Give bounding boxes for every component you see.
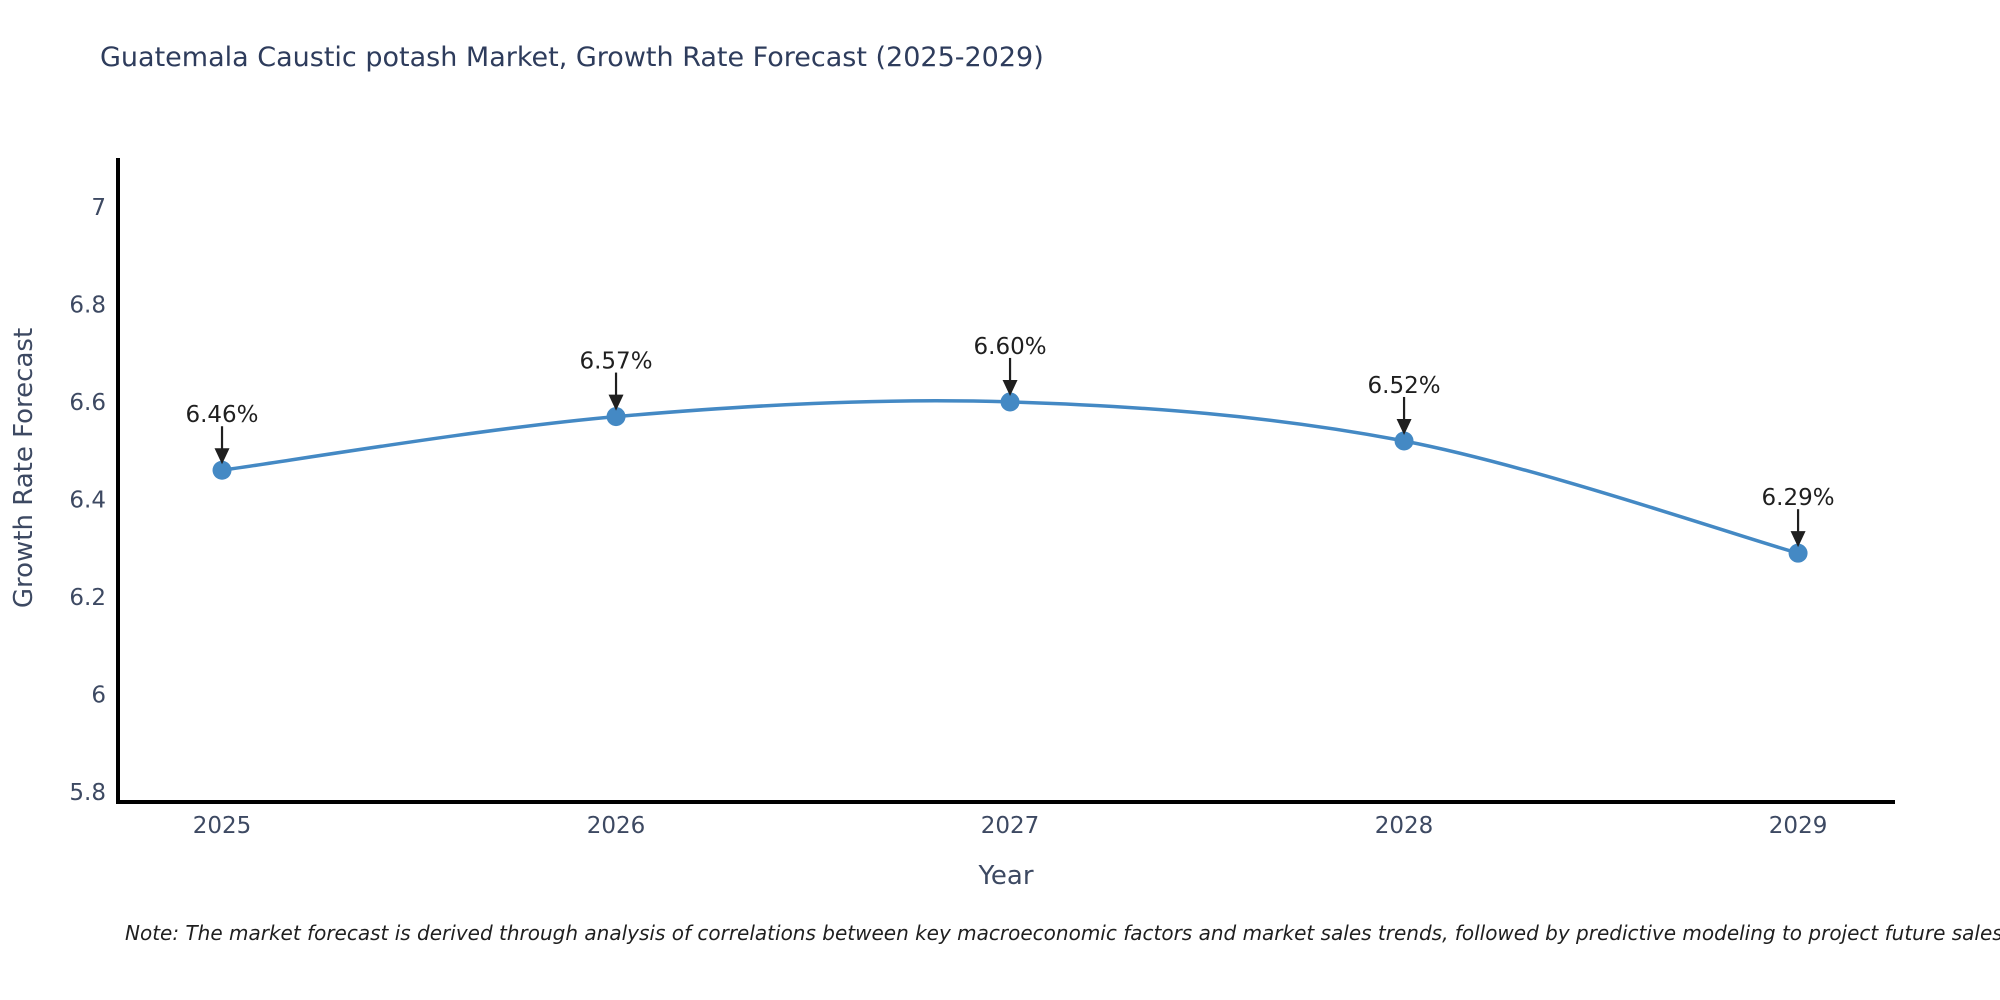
annotation-label: 6.29% <box>1762 485 1835 511</box>
x-tick-label: 2025 <box>193 813 252 839</box>
y-axis-label: Growth Rate Forecast <box>9 328 39 608</box>
chart-note: Note: The market forecast is derived thr… <box>125 921 2000 945</box>
annotation-arrowhead <box>1002 379 1018 396</box>
y-tick-labels: 5.8 6 6.2 6.4 6.6 6.8 7 <box>69 195 106 806</box>
annotation-label: 6.60% <box>974 334 1047 360</box>
y-tick-label: 6.2 <box>69 585 106 611</box>
y-tick-label: 6.8 <box>69 292 106 318</box>
annotation-arrowhead <box>608 394 624 411</box>
x-tick-label: 2026 <box>587 813 646 839</box>
annotation-label: 6.52% <box>1368 373 1441 399</box>
data-point-marker <box>1000 392 1020 412</box>
series-line <box>220 399 1800 555</box>
annotation-label: 6.57% <box>579 349 652 375</box>
annotations-group: 6.46% 6.57% 6.60% 6.52% 6.29% <box>185 334 1835 548</box>
chart-title: Guatemala Caustic potash Market, Growth … <box>100 42 1044 73</box>
annotation-label: 6.46% <box>185 402 258 428</box>
y-tick-label: 5.8 <box>69 780 106 806</box>
y-tick-label: 7 <box>91 195 106 221</box>
y-tick-label: 6.4 <box>69 488 106 514</box>
annotation-arrowhead <box>1790 531 1806 548</box>
x-tick-label: 2029 <box>1769 813 1828 839</box>
data-point-marker <box>212 460 232 480</box>
annotation-arrowhead <box>1396 418 1412 435</box>
y-tick-label: 6.6 <box>69 390 106 416</box>
data-point-marker <box>1788 543 1808 563</box>
y-tick-label: 6 <box>91 683 106 709</box>
series-group <box>212 392 1808 563</box>
annotation-arrowhead <box>214 448 230 465</box>
x-axis-label: Year <box>977 861 1033 891</box>
data-point-marker <box>1394 431 1414 451</box>
x-tick-label: 2027 <box>981 813 1040 839</box>
x-tick-label: 2028 <box>1375 813 1434 839</box>
x-tick-labels: 2025 2026 2027 2028 2029 <box>193 813 1828 839</box>
data-point-marker <box>606 407 626 427</box>
